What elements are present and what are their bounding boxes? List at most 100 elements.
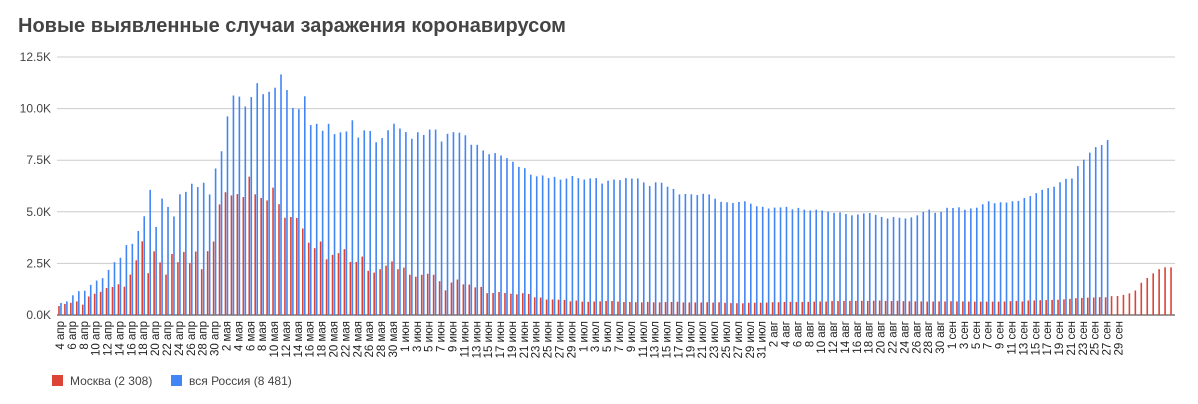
legend-item-moscow[interactable]: Москва (2 308)	[52, 374, 152, 388]
bar-russia	[637, 178, 639, 315]
bar-russia	[1029, 196, 1032, 315]
bar-moscow	[462, 284, 465, 315]
bar-russia	[773, 207, 776, 315]
bar-russia	[886, 218, 889, 315]
bar-russia	[708, 194, 710, 315]
bar-russia	[179, 194, 181, 315]
bar-moscow	[403, 267, 405, 315]
x-tick-label: 7 сен	[983, 321, 995, 349]
x-tick-label: 9 сен	[995, 321, 1007, 349]
x-tick-label: 6 апр	[67, 321, 79, 350]
bar-moscow	[1039, 300, 1041, 315]
x-tick-label: 23 июл	[709, 321, 721, 359]
bar-moscow	[813, 301, 816, 315]
bar-russia	[512, 161, 514, 315]
x-tick-label: 1 июл	[578, 321, 590, 352]
bar-moscow	[1051, 299, 1053, 315]
x-tick-label: 20 мая	[329, 321, 341, 358]
x-tick-label: 12 авг	[828, 321, 840, 354]
bar-russia	[987, 201, 990, 315]
x-tick-label: 20 апр	[150, 321, 162, 356]
bar-moscow	[569, 301, 572, 315]
x-tick-label: 26 мая	[364, 321, 376, 358]
bar-moscow	[1146, 278, 1149, 315]
bar-russia	[916, 215, 919, 315]
bar-russia	[185, 191, 187, 315]
bar-moscow	[296, 217, 298, 315]
bar-moscow	[266, 200, 268, 315]
bar-moscow	[837, 300, 839, 315]
bar-russia	[143, 216, 146, 315]
bar-moscow	[730, 303, 732, 315]
bar-moscow	[1158, 269, 1160, 315]
x-tick-label: 25 сен	[1090, 321, 1102, 355]
bar-russia	[125, 245, 128, 315]
bar-moscow	[1134, 290, 1137, 315]
bar-moscow	[819, 301, 821, 315]
bar-russia	[149, 189, 151, 315]
bar-moscow	[979, 301, 982, 315]
bar-moscow	[593, 301, 595, 315]
bar-russia	[119, 257, 122, 315]
bar-moscow	[855, 300, 857, 315]
bar-moscow	[93, 293, 96, 315]
bar-russia	[137, 231, 140, 315]
x-tick-label: 29 июн	[566, 321, 578, 358]
bar-moscow	[623, 302, 625, 315]
bar-moscow	[438, 281, 441, 315]
bar-moscow	[545, 299, 548, 315]
bar-russia	[416, 132, 419, 315]
bar-russia	[500, 155, 502, 315]
bar-russia	[214, 168, 217, 315]
bar-russia	[761, 206, 764, 315]
bar-russia	[274, 87, 276, 316]
bar-moscow	[1063, 299, 1065, 315]
x-tick-label: 9 июн	[447, 321, 459, 352]
legend-item-russia[interactable]: вся Россия (8 481)	[171, 374, 292, 388]
bar-moscow	[307, 242, 310, 315]
bar-moscow	[522, 293, 524, 315]
bar-moscow	[617, 301, 619, 315]
bar-russia	[732, 202, 734, 315]
bar-moscow	[866, 300, 869, 315]
bar-moscow	[87, 296, 90, 315]
bar-moscow	[337, 253, 340, 315]
bar-moscow	[849, 300, 851, 315]
x-tick-label: 1 сен	[947, 321, 959, 349]
bar-moscow	[486, 293, 488, 315]
bar-moscow	[504, 292, 506, 315]
bar-russia	[315, 123, 318, 315]
bar-moscow	[1081, 297, 1083, 315]
bar-moscow	[278, 204, 280, 315]
bar-russia	[191, 183, 193, 315]
bar-moscow	[117, 284, 120, 315]
bar-russia	[369, 130, 372, 315]
bar-russia	[375, 142, 377, 315]
bar-russia	[66, 301, 68, 315]
bar-russia	[613, 179, 615, 315]
bar-moscow	[171, 253, 173, 315]
bar-russia	[999, 202, 1002, 315]
bar-russia	[488, 154, 490, 315]
bar-russia	[975, 207, 978, 315]
x-tick-label: 15 июн	[483, 321, 495, 358]
bar-moscow	[99, 291, 102, 315]
bar-russia	[940, 211, 942, 315]
x-tick-label: 6 мая	[245, 321, 257, 351]
bar-russia	[1047, 188, 1049, 315]
bar-moscow	[349, 262, 352, 315]
x-tick-label: 18 апр	[138, 321, 150, 356]
x-tick-label: 7 июл	[614, 321, 626, 352]
bar-moscow	[331, 254, 334, 315]
bar-moscow	[801, 301, 804, 315]
y-tick-label: 0.0K	[26, 308, 51, 322]
bar-moscow	[105, 288, 108, 315]
bar-moscow	[670, 301, 673, 315]
bar-russia	[458, 132, 461, 315]
bar-russia	[660, 182, 663, 315]
bar-moscow	[123, 286, 126, 315]
bar-moscow	[444, 290, 447, 315]
bar-moscow	[64, 303, 66, 315]
bar-russia	[702, 193, 705, 315]
bar-russia	[541, 175, 544, 315]
